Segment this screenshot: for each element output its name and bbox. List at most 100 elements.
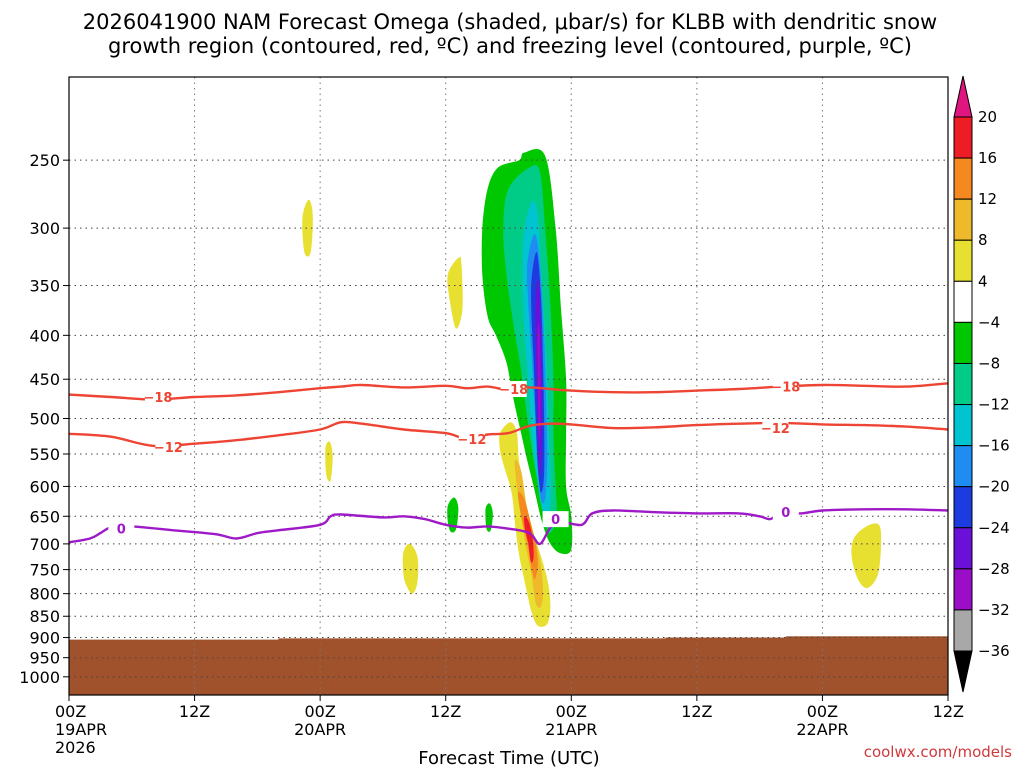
colorbar-bin-0 (953, 116, 973, 159)
colorbar-level-label: −4 (978, 313, 1000, 331)
contour-label-background (542, 511, 569, 528)
contour-label: 0 (781, 506, 790, 521)
colorbar-level-label: 4 (978, 272, 988, 290)
y-tick-label: 300 (29, 219, 60, 238)
y-tick-label: 800 (29, 585, 60, 604)
omega-shaded-region-6 (537, 323, 541, 441)
colorbar-level-label: 12 (978, 190, 997, 208)
terrain-segment-1 (278, 638, 666, 695)
x-tick-label: 19APR (55, 720, 107, 739)
contour-label: −12 (761, 422, 790, 437)
colorbar-bin-5 (953, 321, 973, 364)
terrain-segment-3 (785, 636, 948, 695)
contour-label-background (762, 420, 789, 437)
contour-label-background (108, 520, 135, 537)
contour-label-background (772, 378, 799, 395)
y-tick-label: 250 (29, 151, 60, 170)
colorbar-bottom-triangle (953, 650, 973, 693)
x-tick-label: 20APR (294, 720, 346, 739)
y-tick-label: 450 (29, 370, 60, 389)
colorbar-bin-9 (953, 486, 973, 529)
colorbar-bin-12 (953, 609, 973, 652)
y-tick-label: 400 (29, 326, 60, 345)
terrain-segment-0 (69, 639, 279, 695)
omega-shaded-region-11 (447, 497, 459, 533)
omega-shaded-region-12 (485, 503, 493, 532)
colorbar-level-label: −32 (978, 601, 1010, 619)
y-axis: 250 300 350 400 450 500 550 600 650 700 750 800 850 9… (19, 151, 69, 687)
chart-title-line-2: growth region (contoured, red, ºC) and f… (108, 34, 912, 58)
colorbar-bin-7 (953, 404, 973, 447)
terrain-segment-2 (665, 637, 787, 695)
colorbar-level-label: −12 (978, 396, 1010, 414)
omega-shaded-region-17 (851, 523, 882, 589)
contour-label-background (155, 439, 182, 456)
x-tick-label: 00Z (807, 702, 838, 721)
x-tick-label: 12Z (681, 702, 712, 721)
colorbar-bin-4 (953, 280, 973, 323)
colorbar-top-triangle (953, 75, 973, 118)
plot-frame (68, 76, 949, 696)
x-tick-label: 21APR (545, 720, 597, 739)
colorbar: 20 16 12 8 4 −4 −8 −12 −16 −20 −24 −28 −32 −36 (953, 75, 1010, 693)
y-tick-label: 650 (29, 507, 60, 526)
terrain-layer (69, 636, 948, 695)
contour-label: 0 (117, 523, 126, 538)
colorbar-level-label: 16 (978, 149, 997, 167)
colorbar-bin-11 (953, 568, 973, 611)
x-tick-label: 12Z (430, 702, 461, 721)
contour-label: 0 (551, 513, 560, 528)
colorbar-level-label: −8 (978, 354, 1000, 372)
omega-shaded-region-13 (302, 199, 313, 257)
omega-shaded-region-14 (447, 256, 463, 329)
colorbar-level-label: −36 (978, 642, 1010, 660)
colorbar-bin-3 (953, 239, 973, 282)
y-tick-label: 750 (29, 561, 60, 580)
contour-label: −18 (143, 391, 172, 406)
contour-label-background (772, 504, 799, 521)
y-tick-label: 900 (29, 629, 60, 648)
x-tick-label: 00Z (304, 702, 335, 721)
colorbar-bin-8 (953, 445, 973, 488)
y-tick-label: 500 (29, 409, 60, 428)
x-tick-label: 00Z (556, 702, 587, 721)
contour-label-background (500, 381, 527, 398)
y-tick-label: 700 (29, 535, 60, 554)
credit-text: coolwx.com/models (864, 743, 1012, 761)
x-tick-label: 22APR (796, 720, 848, 739)
x-tick-label: 2026 (55, 738, 96, 757)
colorbar-bin-10 (953, 527, 973, 570)
contour-label: −12 (154, 441, 183, 456)
y-tick-label: 550 (29, 445, 60, 464)
freezing-level-contour (69, 507, 948, 546)
colorbar-bin-2 (953, 198, 973, 241)
contour-label-background (458, 430, 485, 447)
x-tick-label: 12Z (933, 702, 964, 721)
colorbar-level-label: −24 (978, 519, 1010, 537)
y-tick-label: 950 (29, 649, 60, 668)
x-axis-label: Forecast Time (UTC) (418, 748, 599, 768)
contour-label: −18 (771, 381, 800, 396)
y-tick-label: 850 (29, 607, 60, 626)
omega-shading-layer (302, 148, 882, 627)
x-tick-label: 00Z (55, 702, 86, 721)
omega-shaded-region-10 (524, 515, 534, 563)
contour-layer: −18 −18 −18 −12 −12 −12 0 0 0 (69, 378, 948, 546)
colorbar-level-label: −16 (978, 437, 1010, 455)
colorbar-level-label: −28 (978, 560, 1010, 578)
plot-area: −18 −18 −18 −12 −12 −12 0 0 0 (68, 76, 949, 696)
omega-shaded-region-15 (325, 441, 333, 482)
colorbar-bin-6 (953, 362, 973, 406)
y-tick-label: 350 (29, 277, 60, 296)
y-tick-label: 1000 (19, 668, 60, 687)
omega-shaded-region-16 (402, 543, 419, 594)
colorbar-level-label: 20 (978, 108, 997, 126)
contour-label: −12 (457, 433, 486, 448)
colorbar-level-label: −20 (978, 478, 1010, 496)
contour-label: −18 (499, 383, 528, 398)
colorbar-bin-1 (953, 157, 973, 200)
chart-title-line-1: 2026041900 NAM Forecast Omega (shaded, μ… (83, 10, 937, 34)
contour-label-background (144, 389, 171, 406)
